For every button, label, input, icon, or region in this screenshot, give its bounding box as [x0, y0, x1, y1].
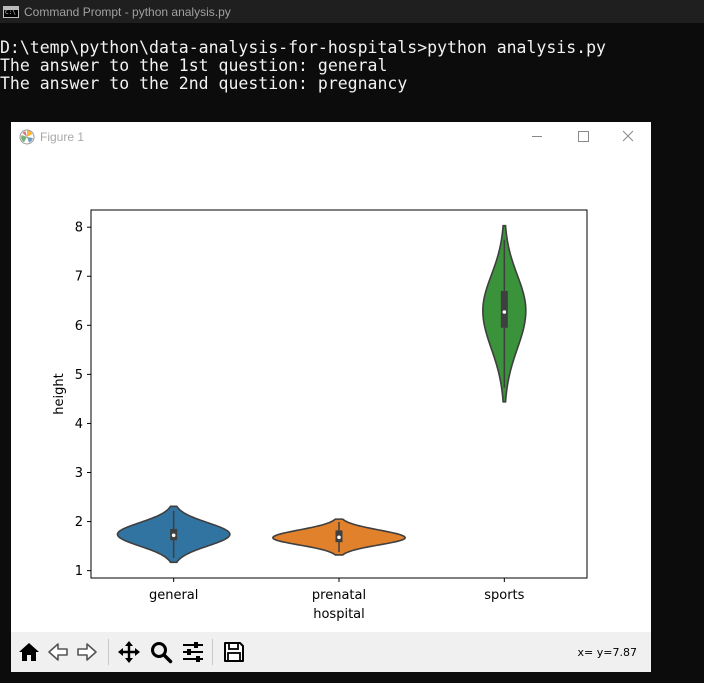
terminal-icon: C:\ — [3, 5, 19, 18]
y-tick-label: 5 — [75, 368, 83, 383]
close-icon — [622, 130, 634, 142]
x-tick-label: prenatal — [312, 588, 366, 603]
move-icon — [118, 641, 140, 663]
y-axis-label: height — [52, 373, 67, 414]
violin-median-general — [171, 533, 176, 538]
console-title-bar[interactable]: C:\ Command Prompt - python analysis.py — [0, 0, 704, 23]
y-tick-label: 3 — [75, 466, 83, 481]
y-tick-label: 7 — [75, 270, 83, 285]
figure-canvas[interactable]: 1 2 3 4 5 6 7 8 general prenatal sports hospital hei… — [11, 152, 651, 632]
violin-median-prenatal — [337, 535, 341, 540]
figure-title-bar[interactable]: Figure 1 — [11, 122, 651, 152]
arrow-left-icon — [48, 643, 68, 661]
minimize-icon — [532, 136, 542, 137]
matplotlib-logo-icon — [19, 129, 35, 145]
forward-button[interactable] — [73, 638, 101, 666]
pan-button[interactable] — [115, 638, 143, 666]
arrow-right-icon — [77, 643, 97, 661]
figure-window: Figure 1 1 2 3 4 5 6 7 8 general prenatal sports ho… — [11, 122, 651, 672]
y-tick-label: 1 — [75, 564, 83, 579]
magnifier-icon — [151, 642, 173, 664]
console-title: Command Prompt - python analysis.py — [24, 4, 231, 19]
toolbar-separator — [212, 639, 213, 665]
floppy-disk-icon — [224, 642, 244, 662]
y-tick-label: 2 — [75, 515, 83, 530]
maximize-button[interactable] — [560, 122, 606, 152]
violin-box-sports — [500, 290, 508, 328]
x-axis-label: hospital — [313, 607, 365, 622]
y-tick-label: 6 — [75, 319, 83, 334]
cursor-coordinates: x= y=7.87 — [577, 646, 637, 659]
back-button[interactable] — [44, 638, 72, 666]
console-line: The answer to the 1st question: general — [0, 56, 388, 75]
minimize-button[interactable] — [514, 122, 560, 152]
close-button[interactable] — [605, 122, 651, 152]
x-tick-label: sports — [484, 588, 524, 603]
sliders-icon — [183, 642, 203, 662]
violin-chart: 1 2 3 4 5 6 7 8 general prenatal sports hospital hei… — [52, 209, 588, 622]
violin-median-sports — [502, 310, 507, 314]
zoom-button[interactable] — [147, 638, 175, 666]
console-output: D:\temp\python\data-analysis-for-hospita… — [0, 39, 704, 93]
home-icon — [19, 643, 39, 661]
save-button[interactable] — [220, 638, 248, 666]
figure-title: Figure 1 — [40, 130, 85, 144]
y-tick-label: 8 — [75, 221, 83, 236]
maximize-icon — [578, 131, 589, 142]
console-line: The answer to the 2nd question: pregnanc… — [0, 74, 408, 93]
y-tick-label: 4 — [75, 417, 83, 432]
configure-subplots-button[interactable] — [179, 638, 207, 666]
figure-toolbar: x= y=7.87 — [11, 632, 651, 672]
toolbar-separator — [108, 639, 109, 665]
home-button[interactable] — [15, 638, 43, 666]
console-line: D:\temp\python\data-analysis-for-hospita… — [0, 38, 606, 57]
x-tick-label: general — [149, 588, 198, 603]
